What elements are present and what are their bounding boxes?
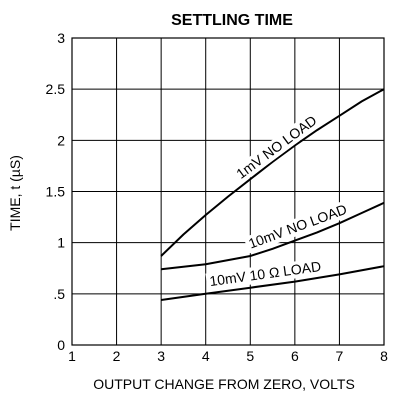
curve-label-group: 10mV NO LOAD [243,199,353,254]
y-axis-ticks: 0 .5 1 1.5 2 2.5 3 [46,30,66,353]
y-tick-label: 1.5 [46,184,66,200]
y-axis-label: TIME, t (µS) [7,155,23,231]
curve-label-background [230,110,323,185]
y-tick-label: 1 [57,235,65,251]
x-tick-label: 2 [113,348,121,364]
curve-label: 1mV NO LOAD [233,112,319,182]
x-tick-label: 1 [68,348,76,364]
curve-label: 10mV 10 Ω LOAD [208,258,322,289]
curve-label-background [243,199,353,254]
y-tick-label: 2 [57,132,65,148]
curve-label-background [205,257,326,291]
y-tick-label: .5 [53,286,65,302]
y-tick-label: 2.5 [46,81,66,97]
series-line-2 [160,201,385,271]
plot-frame [71,37,385,346]
x-tick-label: 3 [157,348,165,364]
x-tick-label: 4 [202,348,210,364]
x-axis-ticks: 1 2 3 4 5 6 7 8 [68,348,388,364]
grid [71,37,385,346]
x-tick-label: 8 [380,348,388,364]
x-axis-label: OUTPUT CHANGE FROM ZERO, VOLTS [93,376,355,392]
curve-label-group: 1mV NO LOAD [230,110,323,185]
curves [160,88,385,301]
series-line-3 [160,265,385,301]
curve-labels: 1mV NO LOAD 10mV NO LOAD 10mV 10 Ω LOAD [205,110,353,291]
y-tick-label: 3 [57,30,65,46]
y-tick-label: 0 [57,337,65,353]
x-tick-label: 7 [336,348,344,364]
x-tick-label: 5 [246,348,254,364]
series-line-1 [160,88,385,257]
x-tick-label: 6 [291,348,299,364]
chart-title: SETTLING TIME [171,12,293,29]
